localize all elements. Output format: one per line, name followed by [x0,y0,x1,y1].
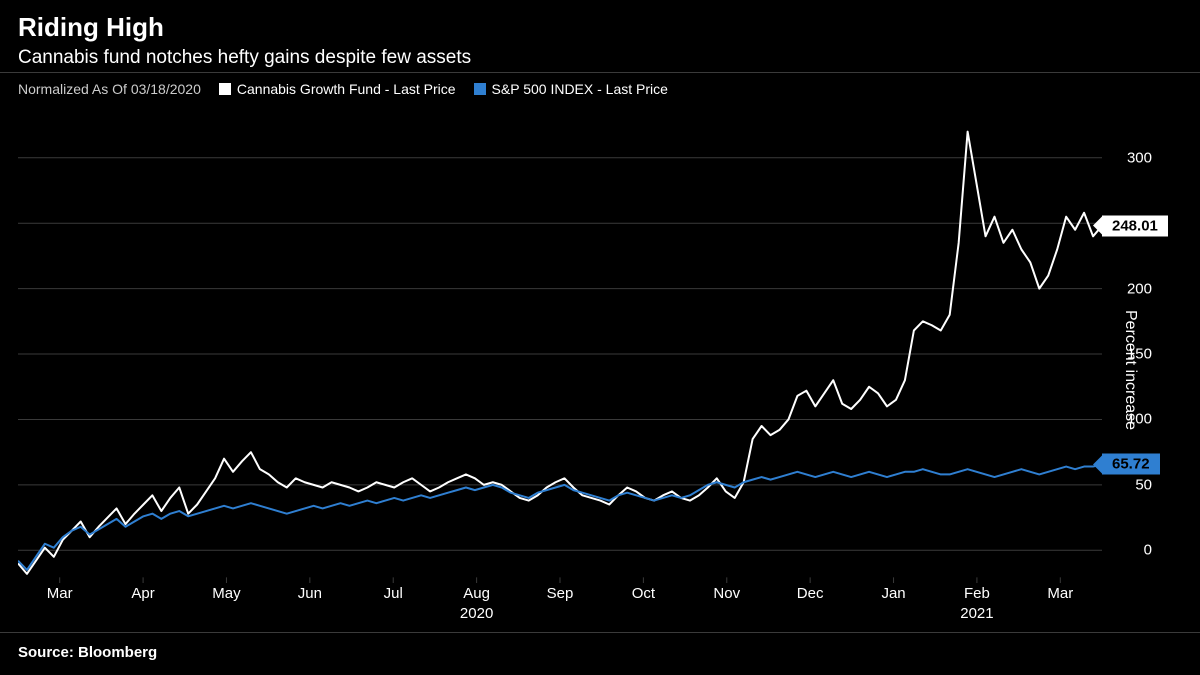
x-tick-label: Dec [797,585,824,602]
x-tick-label: Jul [384,585,403,602]
legend-swatch-2 [474,83,486,95]
x-tick-label: Nov [713,585,740,602]
x-tick-label: May [212,585,240,602]
x-tick-label: Sep [547,585,574,602]
y-tick-label: 300 [1127,149,1152,166]
x-year-label: 2020 [460,605,493,622]
x-tick-label: Feb [964,585,990,602]
pointer-icon [1093,455,1102,473]
y-tick-label: 200 [1127,280,1152,297]
x-tick-label: Mar [1047,585,1073,602]
legend-normalized: Normalized As Of 03/18/2020 [18,81,201,97]
x-tick-label: Aug [463,585,490,602]
source-label: Source: Bloomberg [18,644,157,661]
y-axis-title: Percent increase [1121,309,1139,429]
legend-swatch-1 [219,83,231,95]
plot-area [18,112,1102,583]
chart-title: Riding High [0,0,1200,45]
x-year-label: 2021 [960,605,993,622]
x-tick-label: Apr [131,585,154,602]
chart-svg [18,112,1102,583]
x-tick-label: Oct [632,585,655,602]
x-tick-label: Jan [881,585,905,602]
divider-top [0,72,1200,73]
x-tick-label: Jun [298,585,322,602]
divider-bottom [0,632,1200,633]
legend-label-2: S&P 500 INDEX - Last Price [492,81,668,97]
legend-item-1: Cannabis Growth Fund - Last Price [219,81,456,97]
legend: Normalized As Of 03/18/2020 Cannabis Gro… [0,77,1200,107]
series-end-label: 248.01 [1102,215,1168,236]
x-axis: Mar Apr May Jun Jul Aug Sep Oct Nov Dec Jan Feb Mar 2… [18,583,1102,627]
pointer-icon [1093,217,1102,235]
legend-item-2: S&P 500 INDEX - Last Price [474,81,668,97]
y-tick-label: 50 [1135,476,1152,493]
legend-label-1: Cannabis Growth Fund - Last Price [237,81,456,97]
series-end-label: 65.72 [1102,454,1160,475]
chart-area: 050100150200250300 Percent increase MarA… [18,112,1200,627]
y-tick-label: 0 [1144,542,1152,559]
x-tick-label: Mar [47,585,73,602]
